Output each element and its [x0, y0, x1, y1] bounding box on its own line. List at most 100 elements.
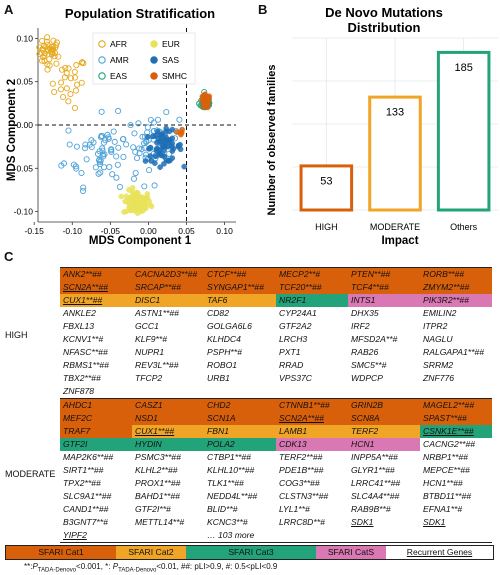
- gene-cell: IRF2: [351, 321, 370, 331]
- gene-cell: TRAF7: [60, 425, 132, 438]
- chart-title: Population Stratification: [65, 6, 215, 21]
- x-axis-label: MDS Component 1: [89, 235, 192, 247]
- gene-cell: COG3**##: [279, 478, 320, 488]
- gene-cell: TCF20**##: [276, 281, 348, 294]
- x-tick-label: 0.05: [178, 226, 195, 236]
- point-amr: [109, 171, 116, 178]
- gene-cell: FBXL13: [63, 321, 95, 331]
- gene-cell: PDE1B**##: [279, 465, 324, 475]
- gene-cell: SCN8A: [348, 412, 420, 425]
- gene-cell: GLYR1**##: [351, 465, 395, 475]
- point-afr: [71, 74, 78, 81]
- point-sas: [162, 138, 169, 145]
- gene-row: AHDC1 CASZ1 CHD2 CTNNB1**## GRIN2B MAGEL2**##: [60, 399, 492, 412]
- point-afr: [50, 46, 57, 53]
- point-amr: [97, 161, 104, 168]
- point-amr: [110, 128, 117, 135]
- gene-cell: CLSTN3**##: [279, 491, 329, 501]
- legend-label-smhc: SMHC: [162, 71, 187, 81]
- bar-high: [299, 164, 354, 212]
- point-eur: [118, 193, 125, 200]
- gene-cell: MEPCE**##: [423, 465, 470, 475]
- point-sas: [152, 153, 159, 160]
- gene-cell: RBMS1**##: [63, 360, 109, 370]
- gene-cell: MEF2C: [60, 412, 132, 425]
- point-smhc: [179, 126, 185, 133]
- point-amr: [81, 145, 89, 152]
- gene-cell: CDK13: [276, 438, 348, 451]
- gene-cell: PIK3R2**##: [420, 294, 492, 307]
- gene-cell: PSMC3**##: [135, 452, 181, 462]
- gene-cell: NRBP1**##: [423, 452, 468, 462]
- point-amr: [140, 140, 148, 147]
- legend-swatch-eas: [98, 72, 106, 80]
- point-amr: [99, 147, 106, 154]
- gene-row: TPX2**## PROX1**## TLK1**## COG3**## LRRC41*…: [60, 477, 492, 490]
- moderate-impact-section: AHDC1 CASZ1 CHD2 CTNNB1**## GRIN2B MAGEL2**##…: [60, 399, 492, 543]
- gene-cell: HYDIN: [132, 438, 204, 451]
- point-sas: [148, 157, 154, 164]
- gene-cell: GTF2I: [60, 438, 132, 451]
- gene-row: YIPF2 … 103 more: [60, 529, 492, 542]
- gene-cell: CACNA2D3**##: [132, 268, 204, 281]
- x-tick-label: -0.05: [101, 226, 121, 236]
- gene-cell: GCC1: [135, 321, 159, 331]
- y-tick-label: 0.05: [16, 77, 33, 87]
- point-amr: [120, 153, 127, 160]
- point-sas: [142, 158, 149, 164]
- point-amr: [135, 120, 142, 127]
- gene-cell: CTNNB1**##: [276, 399, 348, 412]
- gene-cell: CSNK1E**##: [420, 425, 492, 438]
- bar-value-label: 133: [386, 107, 404, 119]
- point-afr: [41, 52, 48, 59]
- gene-cell: [276, 529, 348, 542]
- point-afr: [74, 81, 81, 88]
- gene-cell: NSD1: [132, 412, 204, 425]
- legend-swatch-afr: [98, 40, 106, 48]
- gene-row: CAND1**## GTF2I**# BLID**# LYL1**# RAB9B**# E…: [60, 503, 492, 516]
- point-afr: [39, 37, 46, 44]
- gene-cell: INTS1: [348, 294, 420, 307]
- point-sas: [169, 155, 176, 161]
- gene-cell: NAGLU: [423, 334, 453, 344]
- point-sas: [165, 158, 172, 164]
- y-tick-label: 0.00: [16, 120, 33, 130]
- gene-cell: TAF6: [204, 294, 276, 307]
- point-amr: [96, 156, 103, 163]
- legend-box: [92, 32, 196, 85]
- gene-cell: MECP2**#: [276, 268, 348, 281]
- gene-cell: WDPCP: [351, 373, 383, 383]
- gene-cell: EMILIN2: [423, 308, 457, 318]
- point-amr: [108, 146, 115, 153]
- gene-cell: CYP24A1: [279, 308, 317, 318]
- gene-cell: TLK1**##: [207, 478, 244, 488]
- gene-cell: NUPR1: [135, 347, 165, 357]
- point-afr: [58, 79, 65, 86]
- dnm-bar-chart: De Novo Mutations Distribution Impact Nu…: [266, 5, 498, 247]
- gene-cell: GOLGA6L6: [207, 321, 252, 331]
- point-amr: [101, 151, 108, 158]
- gene-cell: ZNF776: [423, 373, 455, 383]
- point-afr: [48, 43, 55, 50]
- point-amr: [115, 144, 122, 151]
- point-amr: [96, 148, 103, 155]
- point-afr: [57, 86, 64, 93]
- point-eur: [126, 201, 133, 208]
- point-amr: [144, 124, 151, 131]
- gene-cell: ASTN1**##: [135, 308, 179, 318]
- gene-cell: LAMB1: [276, 425, 348, 438]
- gene-cell: NR2F1: [276, 294, 348, 307]
- point-afr: [63, 85, 70, 92]
- point-sas: [147, 153, 154, 159]
- gene-row: B3GNT7**# METTL14**# KCNC3**# LRRC8D**# SDK1…: [60, 516, 492, 529]
- legend-item-recurrent: Recurrent Genes: [386, 546, 493, 559]
- point-sas: [157, 132, 163, 139]
- chart-title-line1: De Novo Mutations: [325, 5, 443, 20]
- point-amr: [123, 141, 130, 148]
- gene-cell: PTEN**##: [348, 268, 420, 281]
- gene-cell: DISC1: [132, 294, 204, 307]
- gene-cell: CD82: [207, 308, 229, 318]
- panel-c-letter: C: [4, 249, 14, 264]
- point-eur: [133, 196, 140, 203]
- point-afr: [38, 57, 46, 64]
